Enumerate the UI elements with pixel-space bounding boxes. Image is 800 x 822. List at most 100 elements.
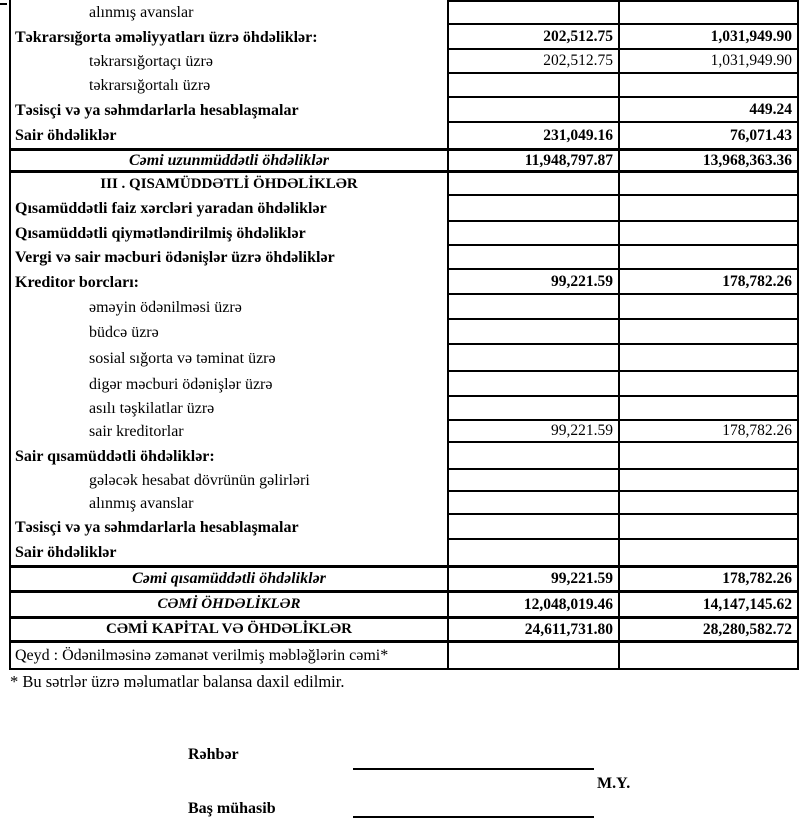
- row-label: Cəmi uzunmüddətli öhdəliklər: [128, 151, 330, 169]
- clipped-row-code-fragment: [0, 3, 7, 5]
- row-value-col1: [447, 372, 618, 397]
- row-value-col2: [618, 470, 797, 492]
- row-label: Qısamüddətli faiz xərcləri yaradan öhdəl…: [15, 200, 327, 217]
- row-label: Təsisçi və ya səhmdarlarla hesablaşmalar: [15, 518, 299, 536]
- row-value-col1: 24,611,731.80: [447, 619, 618, 640]
- table-row: sair kreditorlar 99,221.59 178,782.26: [11, 421, 797, 443]
- row-label: alınmış avanslar: [89, 494, 194, 512]
- table-section-header-row: III . QISAMÜDDƏTLİ ÖHDƏLİKLƏR: [11, 173, 797, 196]
- row-label: CƏMİ KAPİTAL VƏ ÖHDƏLİKLƏR: [106, 621, 352, 637]
- row-value-col2: 178,782.26: [618, 421, 797, 443]
- row-label: gələcək hesabat dövrünün gəlirləri: [89, 472, 310, 489]
- row-value-col2: 178,782.26: [618, 568, 797, 590]
- table-total-row: CƏMİ ÖHDƏLİKLƏR 12,048,019.46 14,147,145…: [11, 593, 797, 619]
- row-value-col1: [447, 397, 618, 421]
- clipped-row-code-fragment: 2: [0, 131, 1, 146]
- table-row: Sair öhdəliklər 231,049.16 76,071.43: [11, 123, 797, 148]
- row-value-col2: [618, 320, 797, 345]
- row-value-col2: 28,280,582.72: [618, 619, 797, 640]
- row-label: sair kreditorlar: [89, 423, 184, 440]
- table-row: Qısamüddətli qiymətləndirilmiş öhdəliklə…: [11, 222, 797, 246]
- row-value-col1: 99,221.59: [447, 568, 618, 590]
- row-value-col2: [618, 222, 797, 246]
- row-label: Qeyd : Ödənilməsinə zəmanət verilmiş məb…: [15, 646, 389, 664]
- row-label: təkrarsığortalı üzrə: [89, 77, 211, 94]
- row-label: sosial sığorta və təminat üzrə: [89, 349, 276, 367]
- section-title: III . QISAMÜDDƏTLİ ÖHDƏLİKLƏR: [100, 176, 358, 192]
- clipped-row-code-fragment: 0: [0, 54, 1, 69]
- liabilities-table: alınmış avanslar Təkrarsığorta əməliyyat…: [9, 0, 799, 670]
- clipped-row-code-fragment: 0: [0, 77, 1, 92]
- table-total-row: Cəmi qısamüddətli öhdəliklər 99,221.59 1…: [11, 565, 797, 593]
- row-value-col2: [618, 492, 797, 515]
- row-value-col1: [447, 98, 618, 123]
- row-label: təkrarsığortaçı üzrə: [89, 53, 213, 70]
- table-row: alınmış avanslar: [11, 0, 797, 25]
- table-row: büdcə üzrə: [11, 320, 797, 345]
- table-row: Vergi və sair məcburi ödənişlər üzrə öhd…: [11, 246, 797, 270]
- row-value-col1: 202,512.75: [447, 50, 618, 74]
- row-value-col2: 449.24: [618, 98, 797, 123]
- leader-signature-label: Rəhbər: [188, 746, 239, 763]
- table-row: Təkrarsığorta əməliyyatları üzrə öhdəlik…: [11, 25, 797, 50]
- row-value-col1: [447, 470, 618, 492]
- row-label: Kreditor borcları:: [15, 273, 139, 291]
- row-label: Sair öhdəliklər: [15, 543, 117, 561]
- row-value-col1: [447, 515, 618, 540]
- row-label: Təsisçi və ya səhmdarlarla hesablaşmalar: [15, 101, 299, 119]
- row-value-col2: 1,031,949.90: [618, 25, 797, 50]
- row-value-col2: [618, 643, 797, 668]
- row-value-col1: [447, 443, 618, 470]
- table-row: təkrarsığortaçı üzrə 202,512.75 1,031,94…: [11, 50, 797, 74]
- row-label: asılı təşkilatlar üzrə: [89, 400, 215, 417]
- table-row: Sair qısamüddətli öhdəliklər:: [11, 443, 797, 470]
- row-value-col2: 178,782.26: [618, 270, 797, 295]
- row-value-col1: 12,048,019.46: [447, 593, 618, 616]
- table-row: Sair öhdəliklər: [11, 540, 797, 565]
- row-value-col1: [447, 222, 618, 246]
- row-value-col2: [618, 295, 797, 320]
- row-label: alınmış avanslar: [89, 3, 194, 21]
- seal-initials: M.Y.: [597, 775, 631, 792]
- row-value-col1: [447, 540, 618, 565]
- row-value-col1: [447, 320, 618, 345]
- row-value-col2: 14,147,145.62: [618, 593, 797, 616]
- row-value-col2: [618, 515, 797, 540]
- row-label: CƏMİ ÖHDƏLİKLƏR: [157, 596, 301, 612]
- row-value-col2: [618, 443, 797, 470]
- row-value-col1: 202,512.75: [447, 25, 618, 50]
- row-value-col2: 13,968,363.36: [618, 151, 797, 170]
- table-row: Təsisçi və ya səhmdarlarla hesablaşmalar: [11, 515, 797, 540]
- table-row: alınmış avanslar: [11, 492, 797, 515]
- row-value-col1: [447, 74, 618, 98]
- row-label: digər məcburi ödənişlər üzrə: [89, 375, 273, 393]
- table-row: əməyin ödənilməsi üzrə: [11, 295, 797, 320]
- row-value-col2: 76,071.43: [618, 123, 797, 148]
- table-total-row: CƏMİ KAPİTAL VƏ ÖHDƏLİKLƏR 24,611,731.80…: [11, 619, 797, 643]
- table-row: Kreditor borcları: 99,221.59 178,782.26: [11, 270, 797, 295]
- table-row: Qısamüddətli faiz xərcləri yaradan öhdəl…: [11, 196, 797, 222]
- accountant-signature-label: Baş mühasib: [188, 800, 276, 817]
- row-value-col1: 231,049.16: [447, 123, 618, 148]
- table-row: asılı təşkilatlar üzrə: [11, 397, 797, 421]
- row-value-col2: [618, 246, 797, 270]
- table-note-row: Qeyd : Ödənilməsinə zəmanət verilmiş məb…: [11, 643, 797, 668]
- table-row: təkrarsığortalı üzrə: [11, 74, 797, 98]
- row-label: Təkrarsığorta əməliyyatları üzrə öhdəlik…: [15, 28, 318, 46]
- row-value-col1: [447, 173, 618, 196]
- row-value-col1: 99,221.59: [447, 270, 618, 295]
- table-row: sosial sığorta və təminat üzrə: [11, 345, 797, 372]
- leader-signature-line: [353, 768, 594, 770]
- row-label: Vergi və sair məcburi ödənişlər üzrə öhd…: [15, 249, 335, 266]
- clipped-row-code-fragment: 5: [0, 29, 1, 44]
- row-value-col2: [618, 397, 797, 421]
- row-label: Qısamüddətli qiymətləndirilmiş öhdəliklə…: [15, 225, 306, 242]
- row-value-col2: [618, 540, 797, 565]
- row-value-col1: [447, 492, 618, 515]
- row-value-col1: [447, 295, 618, 320]
- row-value-col2: [618, 173, 797, 196]
- row-value-col2: [618, 345, 797, 372]
- row-value-col1: [447, 246, 618, 270]
- table-row: gələcək hesabat dövrünün gəlirləri: [11, 470, 797, 492]
